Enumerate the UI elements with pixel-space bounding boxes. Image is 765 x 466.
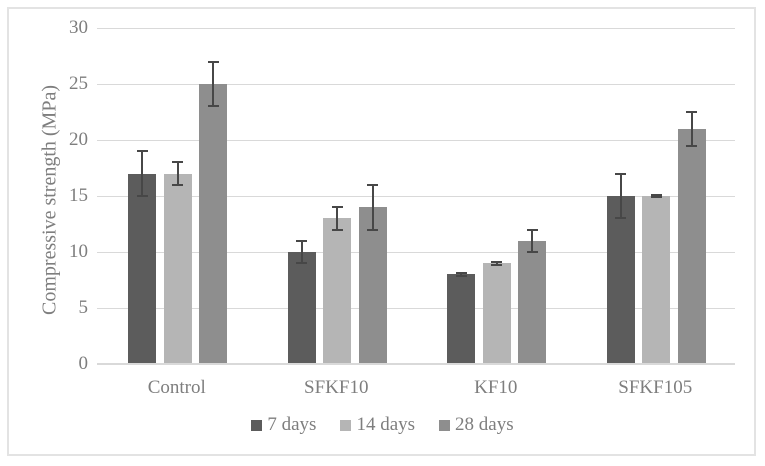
error-bar-kf10-28-days-bottom-cap [526, 251, 538, 253]
bar-kf10-7-days [447, 274, 475, 363]
error-bar-sfkf105-28-days-bottom-cap [686, 144, 697, 147]
legend-swatch-28-days [439, 419, 451, 431]
bar-kf10-28-days [518, 240, 546, 363]
error-bar-sfkf10-7-days-bottom-cap [296, 262, 307, 265]
y-tick-label-30: 30 [69, 17, 88, 38]
gridline-30 [97, 28, 735, 29]
error-bar-kf10-14-days-bottom-cap [491, 263, 502, 266]
error-bar-control-14-days-bottom-cap [172, 183, 183, 186]
x-axis-line [97, 363, 735, 365]
error-bar-control-28-days [212, 61, 214, 107]
x-category-label-sfkf10: SFKF10 [304, 377, 369, 398]
y-tick-label-10: 10 [69, 241, 88, 262]
error-bar-control-7-days-bottom-cap [136, 195, 148, 197]
error-bar-control-28-days-bottom-cap [207, 105, 219, 108]
error-bar-control-14-days-top-cap [172, 161, 183, 164]
error-bar-kf10-28-days-top-cap [526, 228, 538, 231]
y-tick-label-0: 0 [78, 353, 89, 374]
legend: 7 days 14 days 28 days [0, 414, 765, 436]
bar-control-7-days [128, 173, 156, 363]
error-bar-sfkf105-14-days-top-cap [650, 193, 662, 196]
x-category-label-sfkf105: SFKF105 [618, 377, 693, 398]
error-bar-sfkf105-7-days-bottom-cap [615, 217, 626, 220]
y-tick-label-5: 5 [78, 297, 89, 318]
error-bar-kf10-28-days [531, 229, 533, 252]
bar-sfkf105-14-days [642, 196, 670, 363]
gridline-10 [97, 252, 735, 253]
gridline-5 [97, 308, 735, 309]
bar-sfkf10-28-days [358, 207, 387, 363]
gridline-20 [97, 140, 735, 141]
x-category-label-kf10: KF10 [474, 377, 518, 398]
error-bar-sfkf10-28-days-bottom-cap [367, 228, 378, 231]
legend-swatch-7-days [251, 419, 263, 431]
error-bar-kf10-14-days [495, 261, 498, 265]
legend-swatch-14-days [340, 419, 352, 431]
gridline-15 [97, 196, 735, 197]
bar-sfkf105-28-days [677, 128, 706, 363]
bar-sfkf105-7-days [606, 196, 635, 363]
legend-item-7-days: 7 days [251, 414, 316, 436]
error-bar-sfkf105-7-days-top-cap [615, 172, 626, 175]
gridline-25 [97, 84, 735, 85]
bar-sfkf10-14-days [323, 218, 351, 363]
error-bar-control-28-days-top-cap [207, 60, 219, 63]
y-axis-title: Compressive strength (MPa) [38, 85, 61, 315]
error-bar-sfkf105-7-days [619, 173, 622, 219]
error-bar-kf10-14-days-top-cap [491, 260, 502, 263]
error-bar-control-7-days-top-cap [136, 150, 148, 153]
bar-control-28-days [199, 84, 227, 363]
error-bar-sfkf105-14-days-bottom-cap [650, 196, 662, 199]
y-tick-label-15: 15 [69, 185, 88, 206]
error-bar-control-7-days [141, 151, 143, 196]
error-bar-kf10-7-days-top-cap [455, 271, 467, 274]
error-bar-control-14-days [176, 162, 179, 185]
error-bar-sfkf10-7-days-top-cap [296, 239, 307, 242]
x-category-label-control: Control [147, 377, 206, 398]
bar-sfkf10-7-days [287, 252, 316, 363]
legend-item-28-days: 28 days [439, 414, 514, 436]
legend-item-14-days: 14 days [340, 414, 415, 436]
error-bar-sfkf10-14-days-top-cap [331, 206, 343, 209]
y-tick-label-25: 25 [69, 73, 88, 94]
bar-kf10-14-days [482, 263, 511, 363]
legend-label-7-days: 7 days [267, 414, 317, 435]
error-bar-sfkf10-14-days [336, 207, 338, 230]
bar-control-14-days [163, 173, 192, 363]
error-bar-kf10-7-days-bottom-cap [455, 275, 467, 278]
y-tick-label-20: 20 [69, 129, 88, 150]
error-bar-kf10-7-days [460, 272, 462, 277]
error-bar-sfkf105-28-days [690, 112, 693, 146]
error-bar-sfkf10-28-days-top-cap [367, 183, 378, 186]
error-bar-sfkf105-14-days [655, 194, 657, 198]
error-bar-sfkf10-7-days [300, 240, 303, 264]
error-bar-sfkf10-28-days [371, 184, 374, 230]
legend-label-28-days: 28 days [455, 414, 514, 435]
error-bar-sfkf105-28-days-top-cap [686, 111, 697, 113]
error-bar-sfkf10-14-days-bottom-cap [331, 228, 343, 231]
legend-label-14-days: 14 days [356, 414, 416, 435]
